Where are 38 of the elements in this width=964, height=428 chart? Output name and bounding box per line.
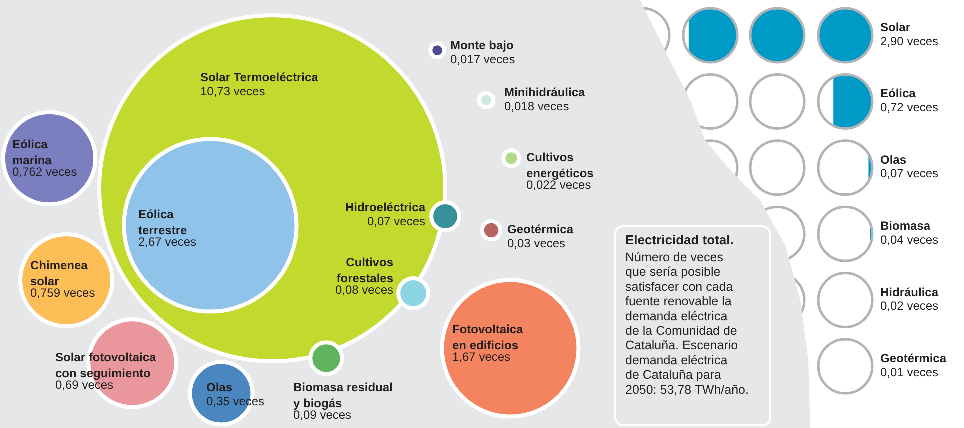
data-label: 0,01 veces <box>880 365 939 380</box>
category-label: Hidroeléctrica <box>345 200 426 214</box>
data-label: 10,73 veces <box>200 84 266 98</box>
category-label: Chimenea solar <box>30 258 88 289</box>
category-label: Biomasa <box>880 219 931 234</box>
category-label: Olas <box>880 152 907 167</box>
category-label: Solar fotovoltaica con seguimiento <box>56 350 157 381</box>
text: Electricidad total. <box>626 232 734 248</box>
category-label: Solar Termoeléctrica <box>200 70 319 84</box>
data-label: 0,07 veces <box>367 214 426 228</box>
text: Número de veces que sería posible satisfacer con cada fuente renovable la demanda eléctrica de la Comunidad de Cataluña. Escenario demanda eléctrica de Cataluña para 2050: 53,78 TWh/año. <box>626 250 749 397</box>
data-label: 0,017 veces <box>450 52 516 66</box>
data-label: 0,03 veces <box>508 236 566 250</box>
category-label: Olas <box>206 380 233 394</box>
category-label: Biomasa residual y biogás <box>294 380 393 411</box>
category-label: Monte bajo <box>450 38 514 52</box>
category-label: Geotérmica <box>508 222 574 236</box>
data-label: 0,07 veces <box>880 166 939 181</box>
category-label: Minihidráulica <box>504 86 586 100</box>
data-label: 0,08 veces <box>335 283 394 298</box>
data-label: 0,762 veces <box>12 165 78 180</box>
data-label: 0,02 veces <box>880 299 939 314</box>
category-label: Eólica <box>880 86 916 101</box>
data-label: 2,67 veces <box>138 235 197 250</box>
category-label: Geotérmica <box>880 352 947 366</box>
data-label: 0,72 veces <box>880 100 939 114</box>
category-label: Hidráulica <box>880 285 939 300</box>
category-label: Cultivos forestales <box>336 256 394 286</box>
category-label: Cultivos energéticos <box>526 150 594 181</box>
data-label: 0,759 veces <box>30 286 96 300</box>
category-label: Eólica terrestre <box>138 208 188 238</box>
category-label: Eólica marina <box>12 138 52 168</box>
category-label: Fotovoltaica en edificios <box>452 322 524 353</box>
category-label: Solar <box>880 20 911 34</box>
data-label: 1,67 veces <box>452 350 511 364</box>
data-label: 2,90 veces <box>880 34 939 48</box>
data-label: 0,018 veces <box>504 99 570 114</box>
data-label: 0,04 veces <box>880 232 939 247</box>
